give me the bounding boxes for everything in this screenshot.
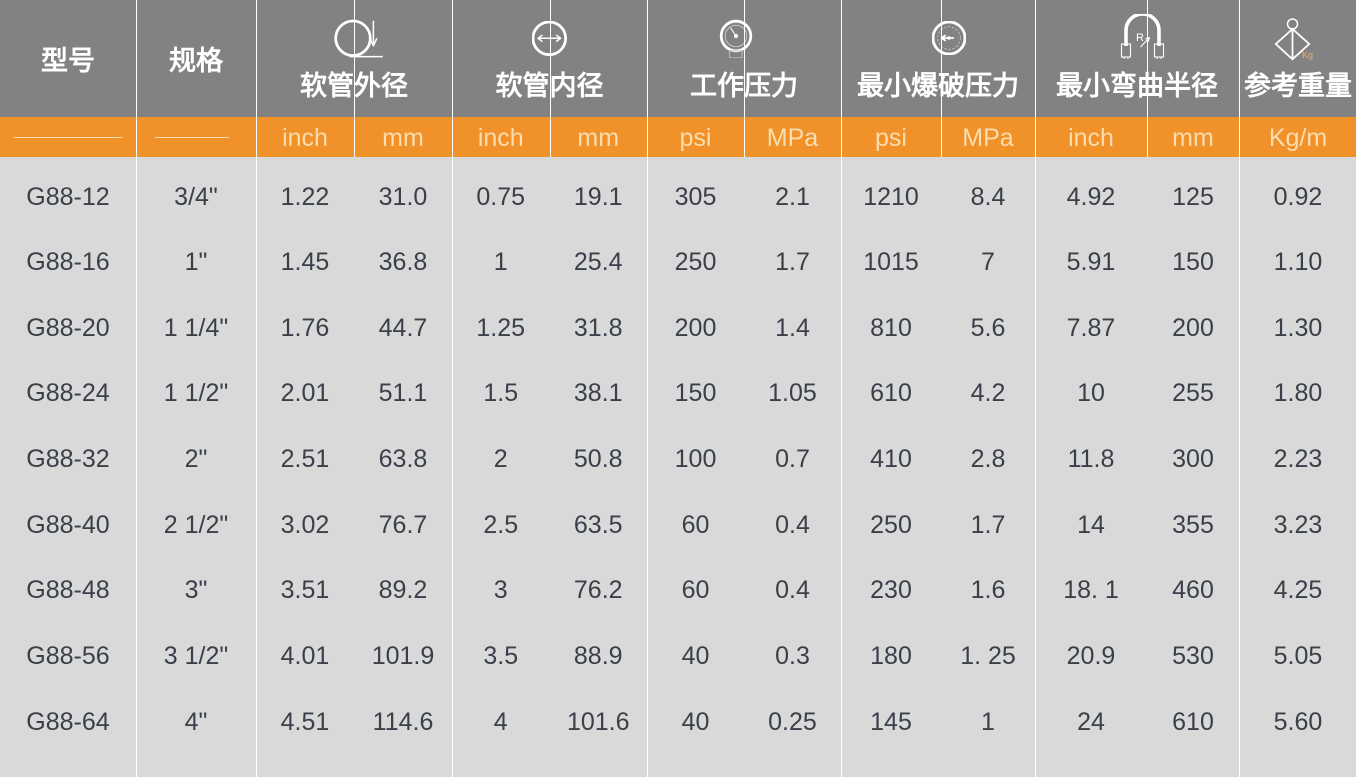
svg-text:Kg: Kg — [1302, 50, 1313, 60]
svg-text:R: R — [1136, 32, 1144, 44]
